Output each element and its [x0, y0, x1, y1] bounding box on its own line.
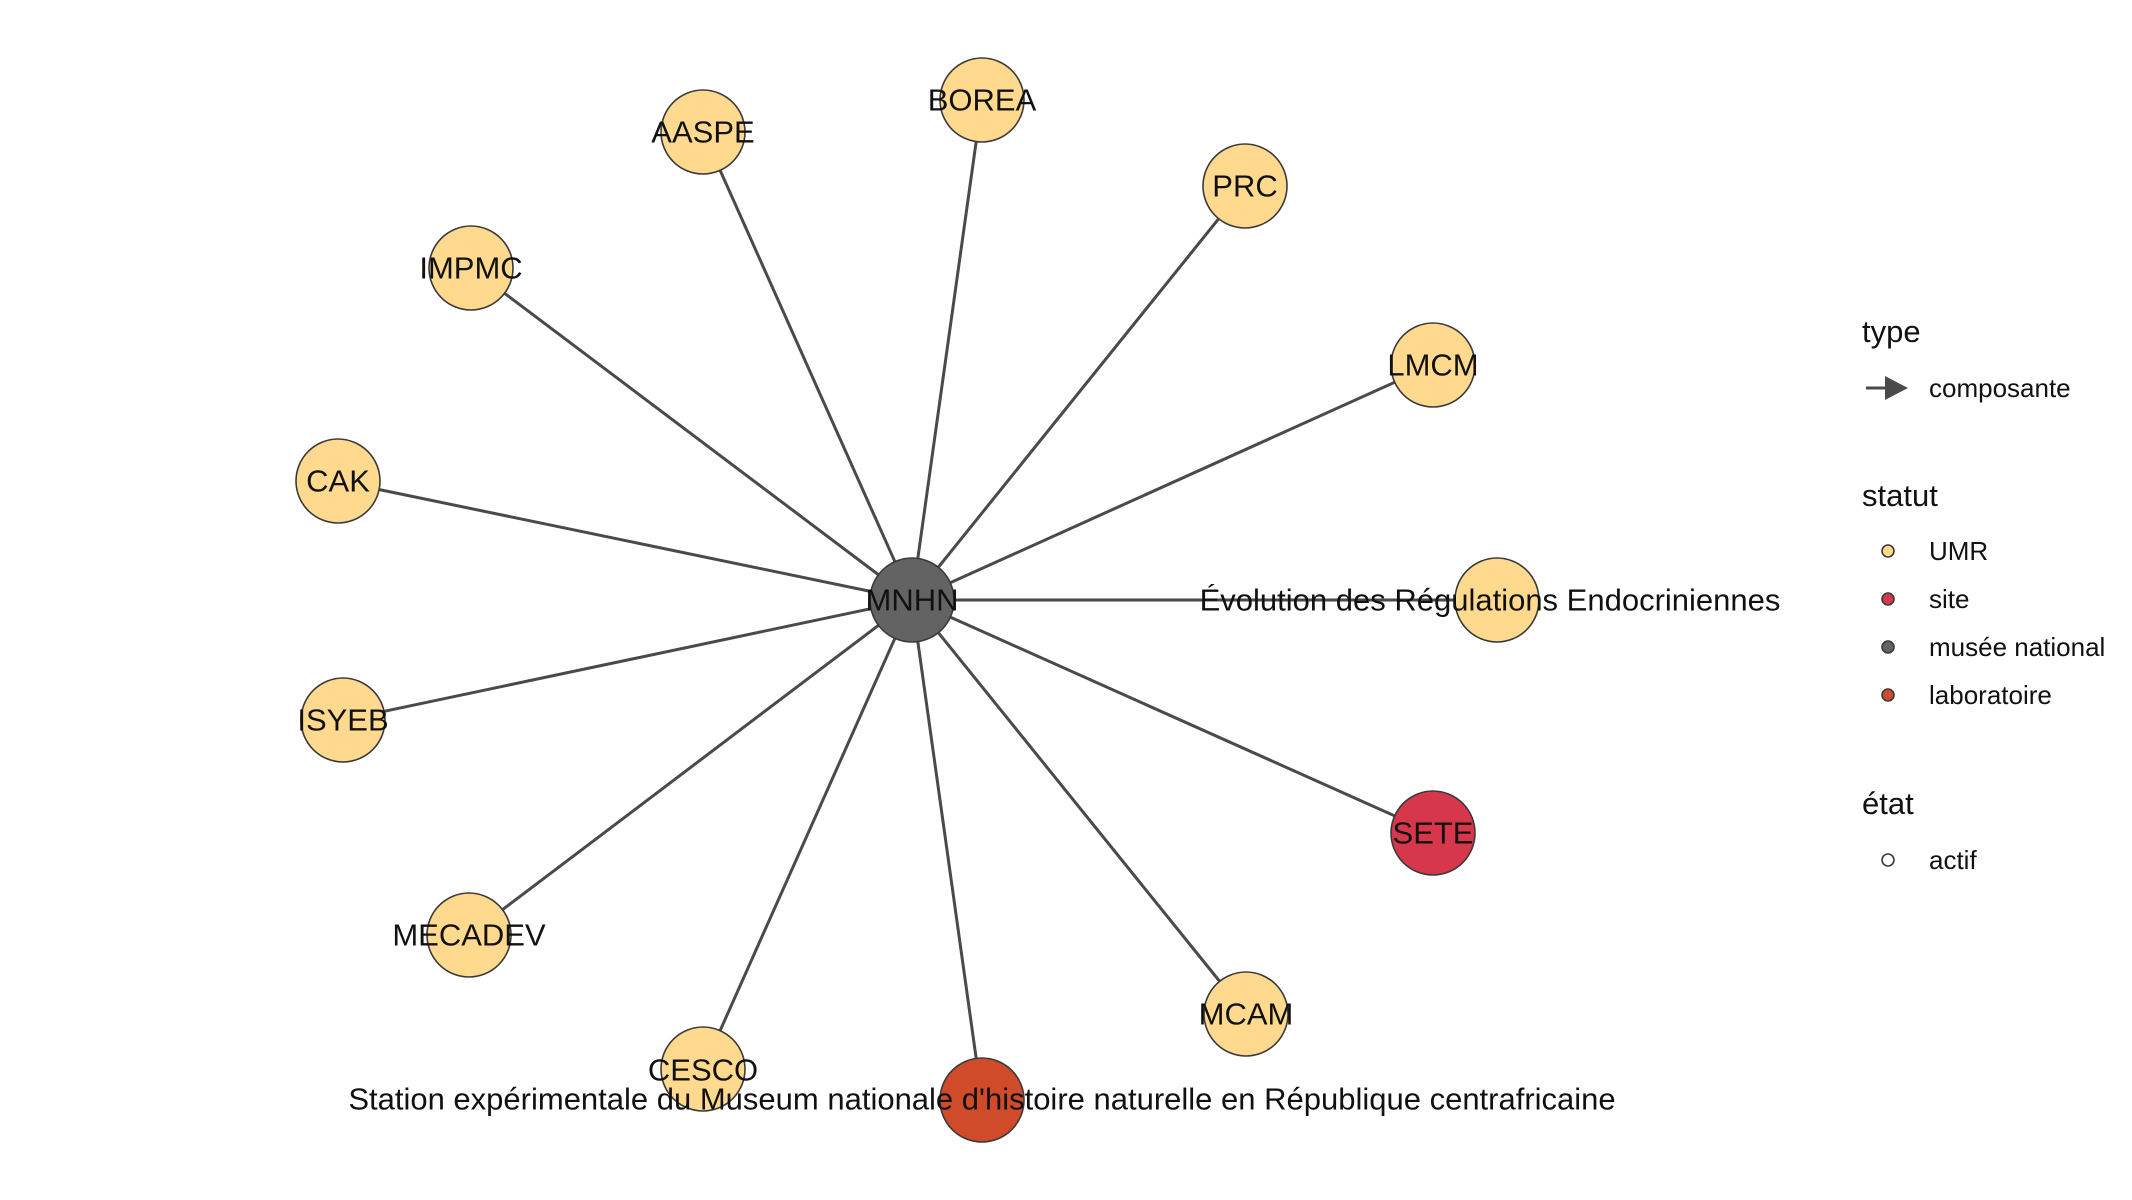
edge-mnhn-borea [910, 99, 984, 601]
node-borea[interactable] [939, 57, 1025, 143]
legend-statut-swatch-umr [1881, 544, 1895, 558]
node-cesco[interactable] [660, 1026, 746, 1112]
legend: type composante statut UMR site musée na… [1862, 314, 2105, 875]
labels-layer: MNHN BOREA AASPE PRC IMPMC LMCM CAK Évolution d… [297, 83, 1780, 1117]
legend-etat-item-actif: actif [1929, 845, 1977, 875]
node-impmc[interactable] [428, 225, 514, 311]
legend-type-item-composante: composante [1929, 373, 2071, 403]
node-evol[interactable] [1454, 557, 1540, 643]
node-label-station: Station expérimentale du Museum national… [348, 1082, 1615, 1117]
edge-mnhn-prc [910, 185, 1247, 601]
nodes-layer [295, 57, 1540, 1143]
legend-etat-title: état [1862, 786, 1914, 821]
node-label-prc: PRC [1212, 169, 1277, 204]
edge-mnhn-mcam [910, 599, 1248, 1015]
node-label-evol: Évolution des Régulations Endocriniennes [1200, 583, 1781, 618]
edge-mnhn-aaspe [701, 131, 914, 601]
edge-mnhn-sete [911, 598, 1434, 835]
edge-mnhn-station [910, 599, 984, 1101]
node-label-mnhn: MNHN [866, 583, 959, 618]
node-label-cesco: CESCO [648, 1053, 758, 1088]
node-label-isyeb: ISYEB [297, 703, 388, 738]
node-prc[interactable] [1202, 143, 1288, 229]
edge-mnhn-mecadev [468, 598, 913, 937]
node-lmcm[interactable] [1390, 322, 1476, 408]
legend-statut-swatch-musee-national [1881, 640, 1895, 654]
legend-statut-item-laboratoire: laboratoire [1929, 680, 2052, 710]
node-mecadev[interactable] [426, 892, 512, 978]
edge-mnhn-cesco [701, 599, 914, 1070]
node-label-mcam: MCAM [1199, 997, 1294, 1032]
node-station[interactable] [939, 1057, 1025, 1143]
legend-type: type composante [1862, 314, 2071, 403]
edge-mnhn-isyeb [342, 598, 913, 722]
legend-etat: état actif [1862, 786, 1977, 875]
legend-statut: statut UMR site musée national laboratoi… [1862, 478, 2105, 710]
edge-mnhn-lmcm [911, 363, 1434, 602]
node-isyeb[interactable] [300, 677, 386, 763]
node-label-aaspe: AASPE [651, 115, 754, 150]
node-aaspe[interactable] [660, 89, 746, 175]
legend-statut-item-umr: UMR [1929, 536, 1988, 566]
arrow-icon [1885, 376, 1908, 400]
legend-statut-swatch-laboratoire [1881, 688, 1895, 702]
node-label-borea: BOREA [928, 83, 1037, 118]
legend-etat-swatch-actif [1881, 853, 1895, 867]
node-label-sete: SETE [1393, 816, 1474, 851]
legend-statut-item-site: site [1929, 584, 1969, 614]
node-mcam[interactable] [1203, 971, 1289, 1057]
edge-mnhn-cak [337, 479, 913, 602]
node-sete[interactable] [1390, 790, 1476, 876]
node-label-impmc: IMPMC [419, 251, 522, 286]
node-mnhn[interactable] [869, 557, 955, 643]
legend-statut-title: statut [1862, 478, 1938, 513]
legend-type-title: type [1862, 314, 1921, 349]
node-label-lmcm: LMCM [1387, 348, 1478, 383]
node-label-mecadev: MECADEV [392, 918, 546, 953]
node-cak[interactable] [295, 438, 381, 524]
edge-mnhn-impmc [470, 266, 913, 602]
node-label-cak: CAK [306, 464, 370, 499]
legend-statut-item-musee-national: musée national [1929, 632, 2105, 662]
edges-layer [337, 99, 1497, 1101]
legend-statut-swatch-site [1881, 592, 1895, 606]
